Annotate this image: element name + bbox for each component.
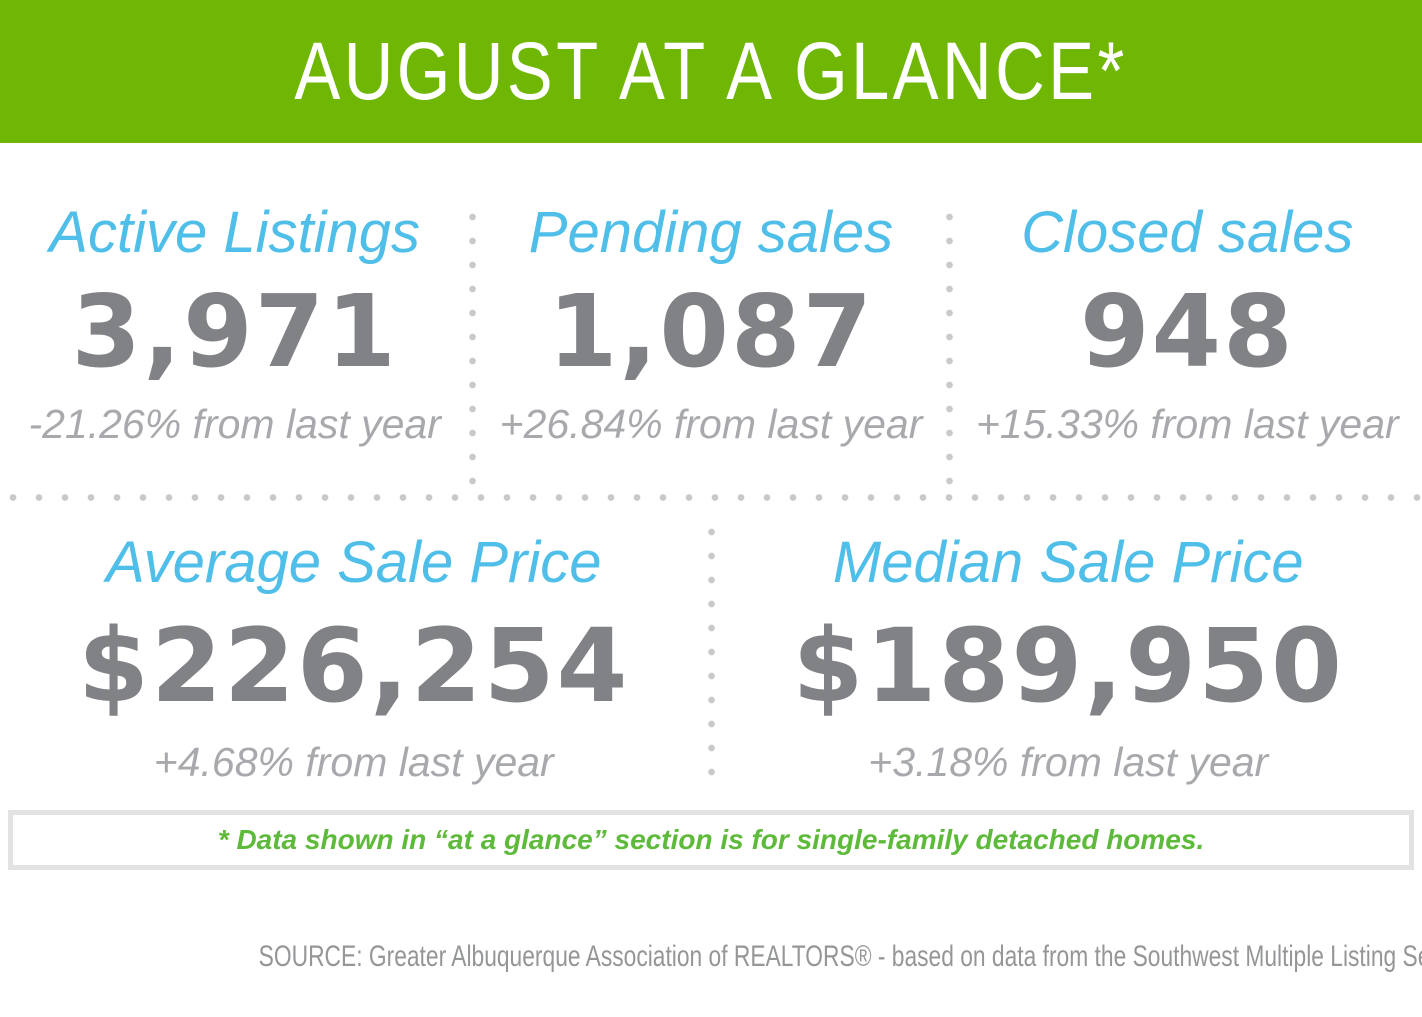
page-title: AUGUST AT A GLANCE* <box>294 25 1128 117</box>
stat-label-closed-sales: Closed sales <box>1021 200 1354 265</box>
stat-change-closed-sales: +15.33% from last year <box>975 401 1399 447</box>
footnote-text: * Data shown in “at a glance” section is… <box>217 824 1205 855</box>
stat-value-pending-sales: 1,087 <box>547 273 875 390</box>
stat-average-sale-price: Average Sale Price $226,254 +4.68% from … <box>0 520 708 785</box>
stat-pending-sales: Pending sales 1,087 +26.84% from last ye… <box>476 190 945 490</box>
footnote-box: * Data shown in “at a glance” section is… <box>8 810 1414 870</box>
stat-value-median-sale-price: $189,950 <box>792 607 1345 726</box>
stat-label-average-sale-price: Average Sale Price <box>106 530 602 595</box>
stat-value-closed-sales: 948 <box>1079 273 1295 390</box>
dotted-divider-horizontal <box>0 494 1422 501</box>
stats-row-bottom: Average Sale Price $226,254 +4.68% from … <box>0 520 1422 785</box>
stat-closed-sales: Closed sales 948 +15.33% from last year <box>953 190 1422 490</box>
dotted-divider-vertical <box>707 520 715 781</box>
stat-value-average-sale-price: $226,254 <box>77 607 630 726</box>
dotted-divider-vertical <box>469 205 477 488</box>
dotted-divider-vertical <box>945 205 953 488</box>
stats-row-top: Active Listings 3,971 -21.26% from last … <box>0 190 1422 490</box>
source-attribution-text: SOURCE: Greater Albuquerque Association … <box>258 940 1422 973</box>
stat-median-sale-price: Median Sale Price $189,950 +3.18% from l… <box>715 520 1422 785</box>
stat-label-active-listings: Active Listings <box>49 200 421 265</box>
stat-change-pending-sales: +26.84% from last year <box>499 401 923 447</box>
stat-label-median-sale-price: Median Sale Price <box>832 530 1304 595</box>
stat-change-median-sale-price: +3.18% from last year <box>868 739 1269 785</box>
stat-label-pending-sales: Pending sales <box>528 200 894 265</box>
header-banner: AUGUST AT A GLANCE* <box>0 0 1422 143</box>
stat-active-listings: Active Listings 3,971 -21.26% from last … <box>0 190 469 490</box>
source-attribution: SOURCE: Greater Albuquerque Association … <box>0 940 1422 973</box>
stat-change-active-listings: -21.26% from last year <box>28 401 441 447</box>
stat-change-average-sale-price: +4.68% from last year <box>153 739 554 785</box>
stat-value-active-listings: 3,971 <box>71 273 398 390</box>
